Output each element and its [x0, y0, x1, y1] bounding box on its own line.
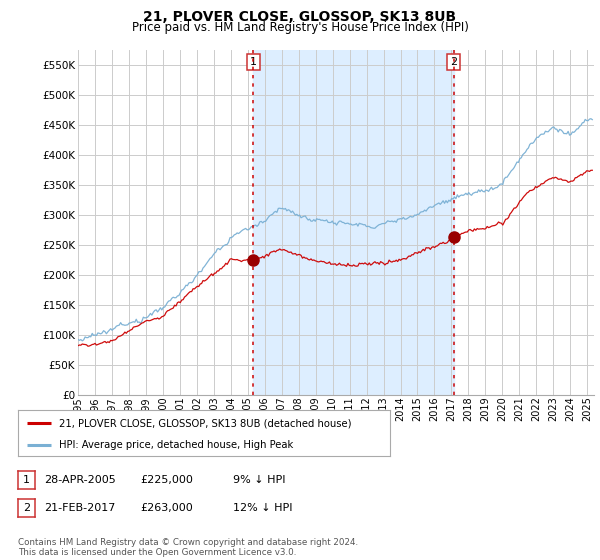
Text: 2: 2: [450, 57, 457, 67]
Text: 21-FEB-2017: 21-FEB-2017: [44, 503, 115, 513]
Text: HPI: Average price, detached house, High Peak: HPI: Average price, detached house, High…: [59, 440, 293, 450]
Bar: [253, 50, 454, 395]
Text: £263,000: £263,000: [140, 503, 193, 513]
Text: 12% ↓ HPI: 12% ↓ HPI: [233, 503, 292, 513]
Text: 9% ↓ HPI: 9% ↓ HPI: [233, 475, 286, 485]
Text: 2: 2: [23, 503, 30, 513]
Text: 1: 1: [250, 57, 257, 67]
Text: 1: 1: [23, 475, 30, 485]
Text: 21, PLOVER CLOSE, GLOSSOP, SK13 8UB: 21, PLOVER CLOSE, GLOSSOP, SK13 8UB: [143, 10, 457, 24]
Text: 28-APR-2005: 28-APR-2005: [44, 475, 116, 485]
Text: 21, PLOVER CLOSE, GLOSSOP, SK13 8UB (detached house): 21, PLOVER CLOSE, GLOSSOP, SK13 8UB (det…: [59, 418, 352, 428]
Text: £225,000: £225,000: [140, 475, 193, 485]
Text: Contains HM Land Registry data © Crown copyright and database right 2024.
This d: Contains HM Land Registry data © Crown c…: [18, 538, 358, 557]
Text: Price paid vs. HM Land Registry's House Price Index (HPI): Price paid vs. HM Land Registry's House …: [131, 21, 469, 34]
